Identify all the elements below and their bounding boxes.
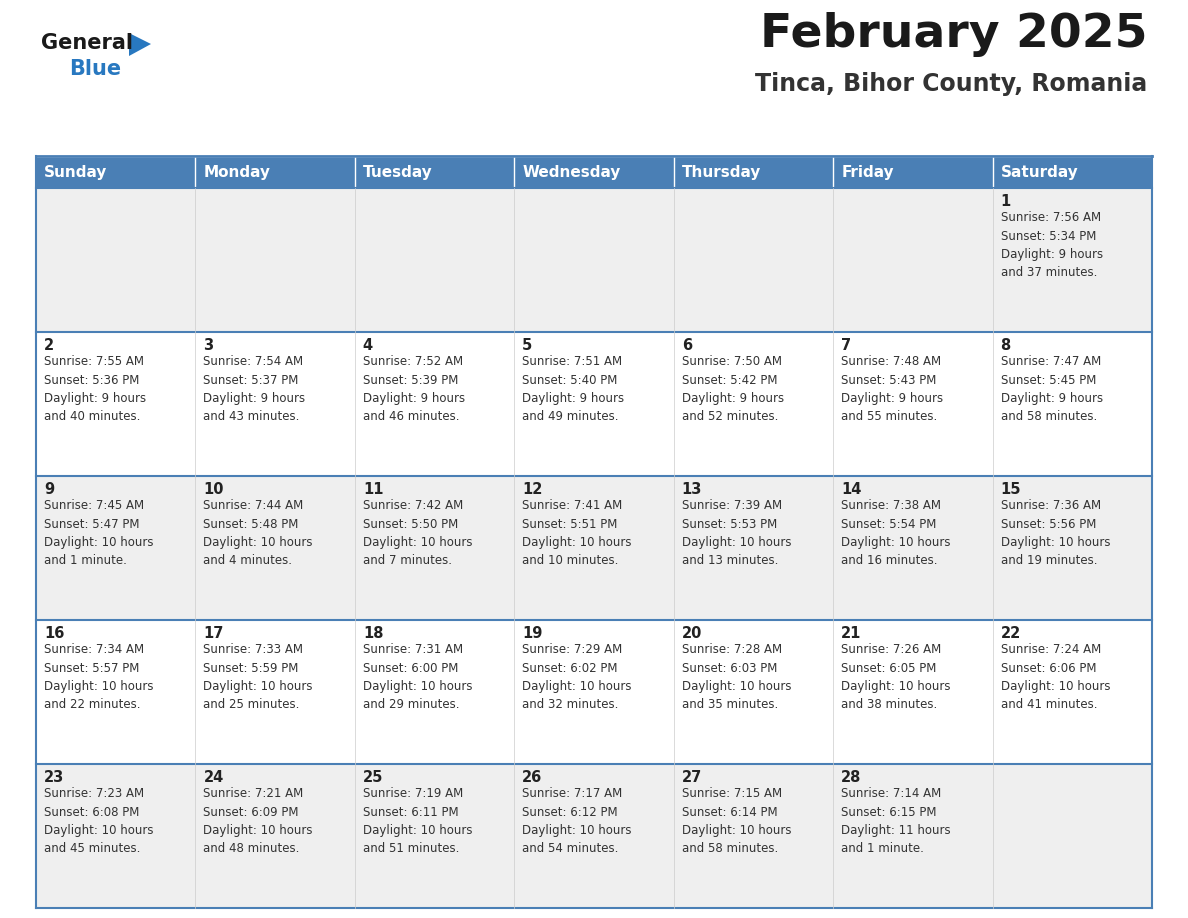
- Bar: [514, 158, 674, 188]
- Text: Wednesday: Wednesday: [523, 165, 620, 181]
- Text: 11: 11: [362, 482, 384, 497]
- Text: Sunrise: 7:39 AM
Sunset: 5:53 PM
Daylight: 10 hours
and 13 minutes.: Sunrise: 7:39 AM Sunset: 5:53 PM Dayligh…: [682, 499, 791, 567]
- Text: 24: 24: [203, 770, 223, 785]
- Bar: [36, 620, 1152, 764]
- Text: Sunrise: 7:42 AM
Sunset: 5:50 PM
Daylight: 10 hours
and 7 minutes.: Sunrise: 7:42 AM Sunset: 5:50 PM Dayligh…: [362, 499, 473, 567]
- Text: Tuesday: Tuesday: [362, 165, 432, 181]
- Text: General: General: [42, 33, 133, 53]
- Text: Sunday: Sunday: [44, 165, 107, 181]
- Text: February 2025: February 2025: [759, 12, 1146, 57]
- Polygon shape: [129, 33, 151, 56]
- Text: Sunrise: 7:19 AM
Sunset: 6:11 PM
Daylight: 10 hours
and 51 minutes.: Sunrise: 7:19 AM Sunset: 6:11 PM Dayligh…: [362, 787, 473, 856]
- Bar: [36, 764, 1152, 908]
- Text: 27: 27: [682, 770, 702, 785]
- Text: Thursday: Thursday: [682, 165, 762, 181]
- Text: 15: 15: [1000, 482, 1020, 497]
- Text: Sunrise: 7:34 AM
Sunset: 5:57 PM
Daylight: 10 hours
and 22 minutes.: Sunrise: 7:34 AM Sunset: 5:57 PM Dayligh…: [44, 643, 153, 711]
- Text: Saturday: Saturday: [1000, 165, 1079, 181]
- Text: Sunrise: 7:23 AM
Sunset: 6:08 PM
Daylight: 10 hours
and 45 minutes.: Sunrise: 7:23 AM Sunset: 6:08 PM Dayligh…: [44, 787, 153, 856]
- Text: 23: 23: [44, 770, 64, 785]
- Text: 5: 5: [523, 338, 532, 353]
- Bar: [833, 158, 992, 188]
- Text: 7: 7: [841, 338, 852, 353]
- Text: 25: 25: [362, 770, 384, 785]
- Text: 12: 12: [523, 482, 543, 497]
- Text: Blue: Blue: [69, 59, 121, 79]
- Text: 6: 6: [682, 338, 691, 353]
- Text: Friday: Friday: [841, 165, 893, 181]
- Text: Sunrise: 7:47 AM
Sunset: 5:45 PM
Daylight: 9 hours
and 58 minutes.: Sunrise: 7:47 AM Sunset: 5:45 PM Dayligh…: [1000, 355, 1102, 423]
- Text: 2: 2: [44, 338, 55, 353]
- Bar: [355, 158, 514, 188]
- Bar: [674, 158, 833, 188]
- Text: Sunrise: 7:24 AM
Sunset: 6:06 PM
Daylight: 10 hours
and 41 minutes.: Sunrise: 7:24 AM Sunset: 6:06 PM Dayligh…: [1000, 643, 1110, 711]
- Bar: [196, 158, 355, 188]
- Text: 19: 19: [523, 626, 543, 641]
- Text: Sunrise: 7:33 AM
Sunset: 5:59 PM
Daylight: 10 hours
and 25 minutes.: Sunrise: 7:33 AM Sunset: 5:59 PM Dayligh…: [203, 643, 312, 711]
- Text: 1: 1: [1000, 194, 1011, 209]
- Text: Sunrise: 7:15 AM
Sunset: 6:14 PM
Daylight: 10 hours
and 58 minutes.: Sunrise: 7:15 AM Sunset: 6:14 PM Dayligh…: [682, 787, 791, 856]
- Text: 17: 17: [203, 626, 223, 641]
- Bar: [992, 158, 1152, 188]
- Text: 20: 20: [682, 626, 702, 641]
- Text: 4: 4: [362, 338, 373, 353]
- Bar: [36, 158, 196, 188]
- Text: Sunrise: 7:44 AM
Sunset: 5:48 PM
Daylight: 10 hours
and 4 minutes.: Sunrise: 7:44 AM Sunset: 5:48 PM Dayligh…: [203, 499, 312, 567]
- Text: Sunrise: 7:38 AM
Sunset: 5:54 PM
Daylight: 10 hours
and 16 minutes.: Sunrise: 7:38 AM Sunset: 5:54 PM Dayligh…: [841, 499, 950, 567]
- Text: 10: 10: [203, 482, 223, 497]
- Text: Sunrise: 7:51 AM
Sunset: 5:40 PM
Daylight: 9 hours
and 49 minutes.: Sunrise: 7:51 AM Sunset: 5:40 PM Dayligh…: [523, 355, 625, 423]
- Text: Tinca, Bihor County, Romania: Tinca, Bihor County, Romania: [754, 72, 1146, 96]
- Text: 26: 26: [523, 770, 543, 785]
- Text: 16: 16: [44, 626, 64, 641]
- Text: 9: 9: [44, 482, 55, 497]
- Text: Sunrise: 7:28 AM
Sunset: 6:03 PM
Daylight: 10 hours
and 35 minutes.: Sunrise: 7:28 AM Sunset: 6:03 PM Dayligh…: [682, 643, 791, 711]
- Bar: [36, 188, 1152, 332]
- Text: 8: 8: [1000, 338, 1011, 353]
- Text: Sunrise: 7:54 AM
Sunset: 5:37 PM
Daylight: 9 hours
and 43 minutes.: Sunrise: 7:54 AM Sunset: 5:37 PM Dayligh…: [203, 355, 305, 423]
- Text: Sunrise: 7:31 AM
Sunset: 6:00 PM
Daylight: 10 hours
and 29 minutes.: Sunrise: 7:31 AM Sunset: 6:00 PM Dayligh…: [362, 643, 473, 711]
- Text: Sunrise: 7:52 AM
Sunset: 5:39 PM
Daylight: 9 hours
and 46 minutes.: Sunrise: 7:52 AM Sunset: 5:39 PM Dayligh…: [362, 355, 465, 423]
- Text: Sunrise: 7:14 AM
Sunset: 6:15 PM
Daylight: 11 hours
and 1 minute.: Sunrise: 7:14 AM Sunset: 6:15 PM Dayligh…: [841, 787, 950, 856]
- Text: 18: 18: [362, 626, 384, 641]
- Text: Sunrise: 7:21 AM
Sunset: 6:09 PM
Daylight: 10 hours
and 48 minutes.: Sunrise: 7:21 AM Sunset: 6:09 PM Dayligh…: [203, 787, 312, 856]
- Text: 14: 14: [841, 482, 861, 497]
- Text: Sunrise: 7:17 AM
Sunset: 6:12 PM
Daylight: 10 hours
and 54 minutes.: Sunrise: 7:17 AM Sunset: 6:12 PM Dayligh…: [523, 787, 632, 856]
- Text: Sunrise: 7:36 AM
Sunset: 5:56 PM
Daylight: 10 hours
and 19 minutes.: Sunrise: 7:36 AM Sunset: 5:56 PM Dayligh…: [1000, 499, 1110, 567]
- Text: Sunrise: 7:55 AM
Sunset: 5:36 PM
Daylight: 9 hours
and 40 minutes.: Sunrise: 7:55 AM Sunset: 5:36 PM Dayligh…: [44, 355, 146, 423]
- Text: 3: 3: [203, 338, 214, 353]
- Text: Sunrise: 7:29 AM
Sunset: 6:02 PM
Daylight: 10 hours
and 32 minutes.: Sunrise: 7:29 AM Sunset: 6:02 PM Dayligh…: [523, 643, 632, 711]
- Text: Sunrise: 7:41 AM
Sunset: 5:51 PM
Daylight: 10 hours
and 10 minutes.: Sunrise: 7:41 AM Sunset: 5:51 PM Dayligh…: [523, 499, 632, 567]
- Bar: [36, 332, 1152, 476]
- Text: Sunrise: 7:26 AM
Sunset: 6:05 PM
Daylight: 10 hours
and 38 minutes.: Sunrise: 7:26 AM Sunset: 6:05 PM Dayligh…: [841, 643, 950, 711]
- Text: 22: 22: [1000, 626, 1020, 641]
- Bar: [36, 476, 1152, 620]
- Text: Monday: Monday: [203, 165, 271, 181]
- Text: 13: 13: [682, 482, 702, 497]
- Text: Sunrise: 7:56 AM
Sunset: 5:34 PM
Daylight: 9 hours
and 37 minutes.: Sunrise: 7:56 AM Sunset: 5:34 PM Dayligh…: [1000, 211, 1102, 279]
- Text: 28: 28: [841, 770, 861, 785]
- Text: Sunrise: 7:48 AM
Sunset: 5:43 PM
Daylight: 9 hours
and 55 minutes.: Sunrise: 7:48 AM Sunset: 5:43 PM Dayligh…: [841, 355, 943, 423]
- Text: Sunrise: 7:45 AM
Sunset: 5:47 PM
Daylight: 10 hours
and 1 minute.: Sunrise: 7:45 AM Sunset: 5:47 PM Dayligh…: [44, 499, 153, 567]
- Text: Sunrise: 7:50 AM
Sunset: 5:42 PM
Daylight: 9 hours
and 52 minutes.: Sunrise: 7:50 AM Sunset: 5:42 PM Dayligh…: [682, 355, 784, 423]
- Text: 21: 21: [841, 626, 861, 641]
